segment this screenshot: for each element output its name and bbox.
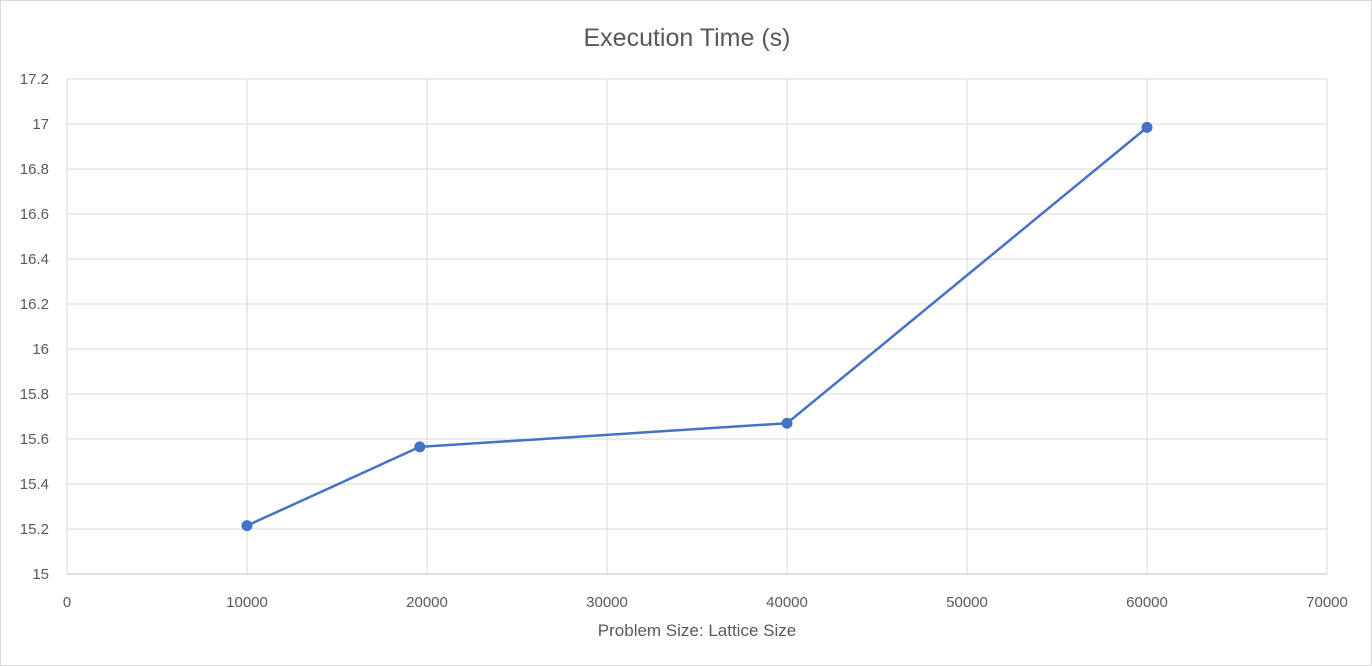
- data-point: [241, 520, 253, 532]
- data-point: [1141, 121, 1153, 133]
- gridlines: [67, 78, 1328, 574]
- y-tick-label: 15: [32, 566, 49, 583]
- y-tick-label: 17.2: [20, 71, 49, 88]
- x-axis-title: Problem Size: Lattice Size: [598, 621, 796, 640]
- data-point: [414, 441, 426, 453]
- x-tick-label: 50000: [946, 594, 988, 611]
- data-point: [781, 417, 793, 429]
- y-tick-label: 16.4: [20, 251, 49, 268]
- y-axis-tick-labels: 15 15.2 15.4 15.6 15.8 16 16.2 16.4 16.6 16.8 17 17…: [20, 71, 49, 583]
- y-tick-label: 16.8: [20, 161, 49, 178]
- y-tick-label: 15.2: [20, 521, 49, 538]
- y-tick-label: 16.2: [20, 296, 49, 313]
- y-tick-label: 16.6: [20, 206, 49, 223]
- y-tick-label: 15.6: [20, 431, 49, 448]
- x-tick-label: 70000: [1306, 594, 1348, 611]
- y-tick-label: 17: [32, 116, 49, 133]
- x-tick-label: 10000: [226, 594, 268, 611]
- x-axis-tick-labels: 0 10000 20000 30000 40000 50000 60000 70000: [63, 594, 1348, 611]
- y-tick-label: 15.4: [20, 476, 49, 493]
- y-tick-label: 16: [32, 341, 49, 358]
- chart-title: Execution Time (s): [583, 24, 790, 52]
- axes: [66, 79, 1327, 575]
- series: [241, 121, 1153, 532]
- series-line: [246, 126, 1148, 527]
- y-tick-label: 15.8: [20, 386, 49, 403]
- x-tick-label: 20000: [406, 594, 448, 611]
- x-tick-label: 40000: [766, 594, 808, 611]
- x-tick-label: 0: [63, 594, 71, 611]
- x-tick-label: 60000: [1126, 594, 1168, 611]
- x-tick-label: 30000: [586, 594, 628, 611]
